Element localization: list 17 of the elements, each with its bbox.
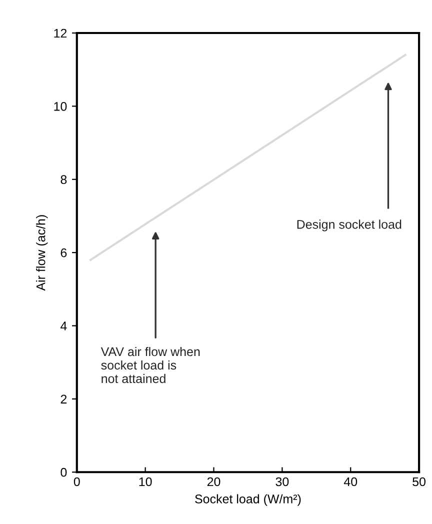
y-tick-label: 12 — [54, 28, 67, 38]
x-tick-label: 50 — [412, 477, 426, 486]
y-axis-title: Air flow (ac/h) — [36, 215, 48, 291]
y-tick-label: 4 — [60, 322, 67, 330]
annotation: Design socket load — [297, 220, 402, 232]
annotation: VAV air flow when socket load is not attained — [100, 346, 200, 384]
x-tick-label: 40 — [344, 477, 358, 486]
x-tick-label: 10 — [139, 477, 152, 486]
y-tick-label: 6 — [60, 248, 67, 258]
y-tick-label: 0 — [60, 468, 67, 477]
x-tick-label: 20 — [207, 477, 220, 486]
x-tick-label: 0 — [74, 477, 80, 486]
y-tick-label: 8 — [60, 175, 67, 184]
x-tick-label: 30 — [276, 477, 289, 486]
x-axis-title: Socket load (W/m²) — [195, 494, 301, 506]
y-tick-label: 2 — [60, 394, 67, 404]
y-tick-label: 10 — [54, 102, 67, 111]
